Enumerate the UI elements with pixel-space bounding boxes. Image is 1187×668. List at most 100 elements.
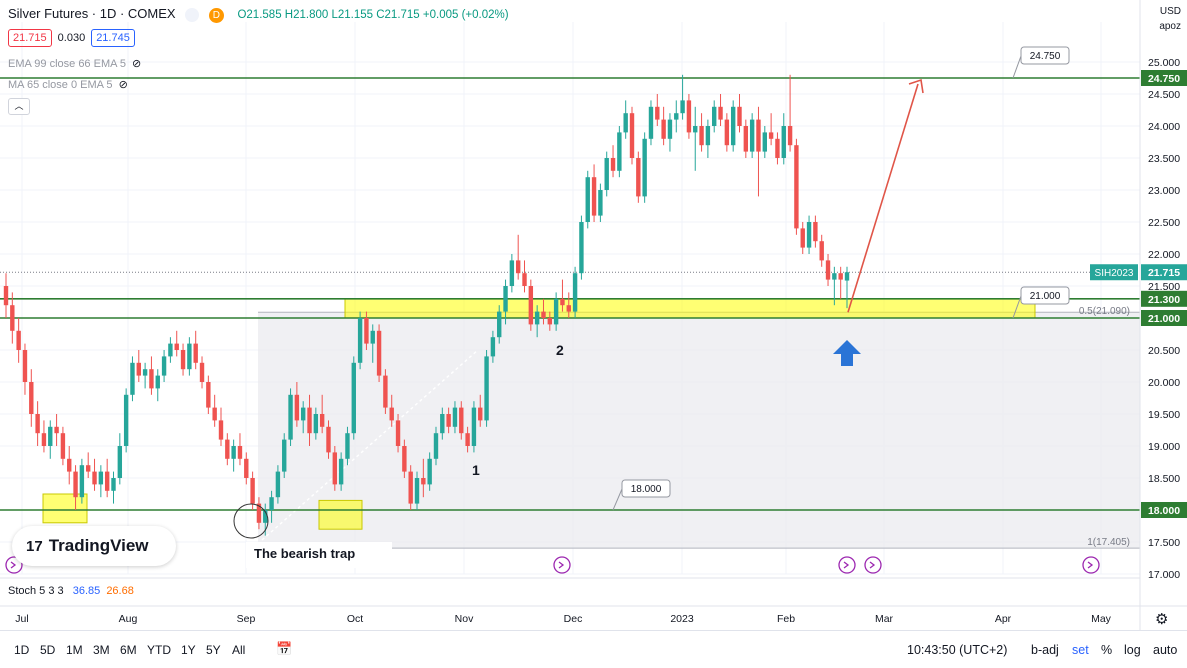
fib-range-box <box>258 312 1140 549</box>
range-5d-button[interactable]: 5D <box>40 643 56 657</box>
event-marker-glyph <box>843 561 850 569</box>
candle-body <box>553 298 559 325</box>
range-1d-button[interactable]: 1D <box>14 643 30 657</box>
indicator-ema-label: EMA 99 close 66 EMA 5 <box>8 58 127 70</box>
auto-scale-toggle[interactable]: auto <box>1153 643 1178 657</box>
time-axis-label: Oct <box>347 613 363 625</box>
indicator-ma[interactable]: MA 65 close 0 EMA 5 ⊘ <box>8 78 128 91</box>
scale-mode-label[interactable]: apoz <box>1159 21 1181 32</box>
price-axis-tick: 24.000 <box>1148 121 1180 133</box>
candle-body <box>446 414 451 427</box>
sell-price-button[interactable]: 21.715 <box>8 29 52 47</box>
range-ytd-button[interactable]: YTD <box>147 643 171 657</box>
percent-scale-toggle[interactable]: % <box>1101 643 1113 657</box>
event-marker-glyph <box>10 561 17 569</box>
candle-body <box>376 330 382 376</box>
range-5y-button[interactable]: 5Y <box>206 643 221 657</box>
candle-body <box>775 138 780 158</box>
tradingview-logo[interactable]: 17 TradingView <box>12 526 176 566</box>
candle-body <box>155 375 160 389</box>
stoch-legend[interactable]: Stoch 5 3 3 36.85 26.68 <box>8 585 134 597</box>
candle-body <box>787 126 793 146</box>
level-price-tag <box>1141 290 1187 307</box>
log-scale-toggle[interactable]: log <box>1124 643 1141 657</box>
candle-body <box>844 272 850 281</box>
bottom-toolbar: 1D 5D 1M 3M 6M YTD 1Y 5Y All 📅 10:43:50 … <box>0 630 1187 668</box>
candle-body <box>490 337 496 357</box>
status-dot-icon <box>185 7 200 22</box>
candle-body <box>307 407 312 434</box>
callout-18000-text: 18.000 <box>631 484 662 495</box>
candle-body <box>534 311 540 325</box>
event-marker-glyph <box>869 561 876 569</box>
buy-price-button[interactable]: 21.745 <box>91 29 135 47</box>
candle-body <box>465 433 470 446</box>
hidden-eye-icon[interactable]: ⊘ <box>132 58 142 70</box>
candle-body <box>319 414 325 427</box>
spread-value: 0.030 <box>57 32 86 44</box>
candle-body <box>73 471 78 498</box>
candle-body <box>560 298 565 306</box>
price-axis-tick: 21.500 <box>1148 281 1180 293</box>
callout-24750-pointer <box>1012 55 1022 79</box>
candle-body <box>838 273 843 280</box>
candle-body <box>629 113 635 158</box>
candle-body <box>825 260 831 280</box>
indicator-ema[interactable]: EMA 99 close 66 EMA 5 ⊘ <box>8 57 141 70</box>
axis-currency-panel[interactable]: USD apoz <box>1159 4 1181 34</box>
candle-body <box>794 145 799 229</box>
price-axis-tick: 22.500 <box>1148 217 1180 229</box>
settings-gear-icon[interactable]: ⚙ <box>1155 611 1169 628</box>
range-1m-button[interactable]: 1M <box>66 643 83 657</box>
time-axis-label: May <box>1091 613 1112 625</box>
candle-body <box>212 407 217 421</box>
fib-label-05: 0.5(21.090) <box>1079 306 1130 317</box>
range-6m-button[interactable]: 6M <box>120 643 137 657</box>
candle-body <box>269 497 274 510</box>
candle-body <box>193 343 198 363</box>
candle-body <box>819 241 824 261</box>
stoch-d-value: 26.68 <box>106 585 134 597</box>
time-axis-label: Aug <box>119 613 138 625</box>
candle-body <box>762 132 767 152</box>
range-3m-button[interactable]: 3M <box>93 643 110 657</box>
b-adj-toggle[interactable]: b-adj <box>1031 643 1059 657</box>
collapse-legend-button[interactable]: ︿ <box>8 98 30 115</box>
currency-label[interactable]: USD <box>1159 6 1181 17</box>
candle-body <box>610 158 616 171</box>
time-axis-label: Feb <box>777 613 795 625</box>
goto-date-calendar-icon[interactable]: 📅 <box>276 641 293 656</box>
candle-body <box>168 343 173 357</box>
ticker-tag <box>1090 264 1138 281</box>
level-price-tag-text: 24.750 <box>1148 73 1180 85</box>
candle-body <box>566 305 571 312</box>
candle-body <box>206 382 211 408</box>
annotation-one: 1 <box>472 462 480 478</box>
symbol-title[interactable]: Silver Futures · 1D · COMEX <box>8 6 176 21</box>
hidden-eye-icon[interactable]: ⊘ <box>118 79 128 91</box>
symbol-legend[interactable]: Silver Futures · 1D · COMEX D O21.585 H2… <box>8 6 509 23</box>
candle-body <box>667 119 673 139</box>
price-axis-tick: 18.500 <box>1148 473 1180 485</box>
candle-body <box>718 106 723 120</box>
range-all-button[interactable]: All <box>232 643 246 657</box>
candle-body <box>288 394 293 440</box>
price-axis-tick: 23.000 <box>1148 185 1180 197</box>
level-price-tag <box>1141 70 1187 86</box>
range-1y-button[interactable]: 1Y <box>181 643 196 657</box>
level-price-tag-text: 21.300 <box>1148 294 1180 306</box>
candle-body <box>389 407 394 421</box>
callout-18000 <box>621 479 671 498</box>
candle-body <box>832 273 837 280</box>
candle-body <box>16 330 21 350</box>
candle-body <box>41 433 47 446</box>
time-axis-label: Nov <box>455 613 474 625</box>
candle-body <box>54 426 59 434</box>
candle-body <box>800 228 805 248</box>
candle-body <box>623 113 628 133</box>
session-set-toggle[interactable]: set <box>1072 643 1089 657</box>
callout-21000-text: 21.000 <box>1030 291 1061 302</box>
ticker-tag-text: SIH2023 <box>1095 268 1134 279</box>
timezone-clock[interactable]: 10:43:50 (UTC+2) <box>907 643 1008 657</box>
